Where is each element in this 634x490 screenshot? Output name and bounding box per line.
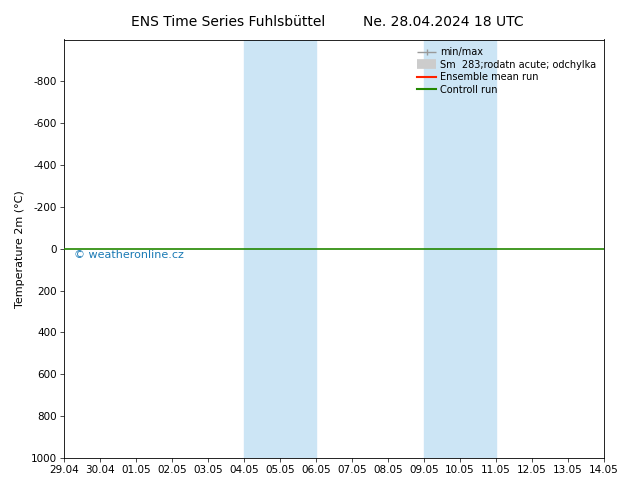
Y-axis label: Temperature 2m (°C): Temperature 2m (°C) [15, 190, 25, 308]
Text: Ne. 28.04.2024 18 UTC: Ne. 28.04.2024 18 UTC [363, 15, 524, 29]
Bar [244, 40, 280, 458]
Bar [424, 40, 460, 458]
Bar [460, 40, 496, 458]
Legend: min/max, Sm  283;rodatn acute; odchylka, Ensemble mean run, Controll run: min/max, Sm 283;rodatn acute; odchylka, … [414, 45, 599, 98]
Text: © weatheronline.cz: © weatheronline.cz [74, 250, 184, 261]
Text: ENS Time Series Fuhlsbüttel: ENS Time Series Fuhlsbüttel [131, 15, 325, 29]
Bar [280, 40, 316, 458]
